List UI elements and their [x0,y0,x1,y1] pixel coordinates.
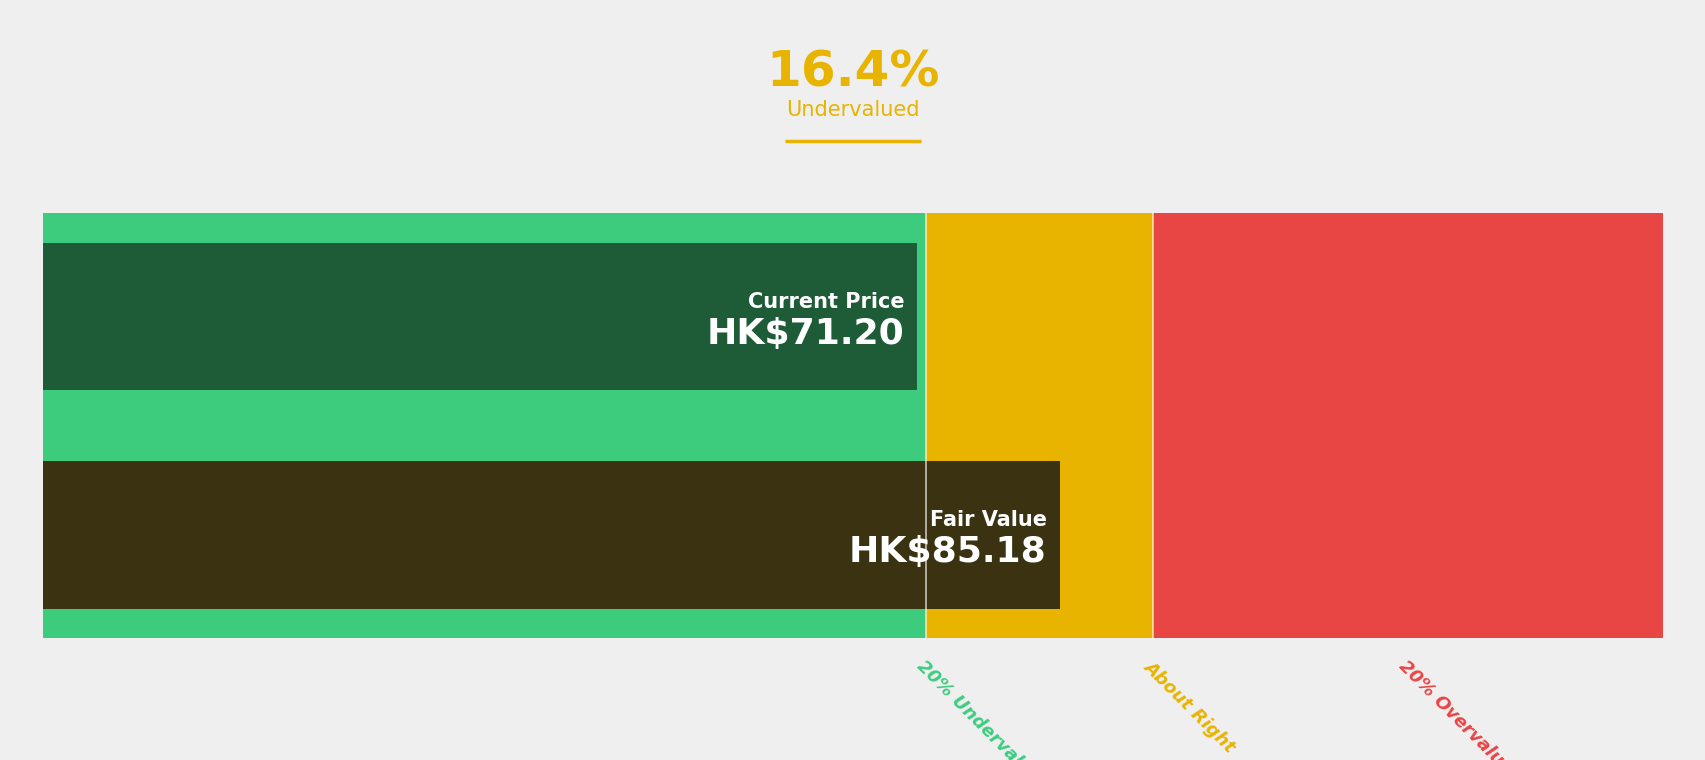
Bar [43,242,917,391]
Text: HK$71.20: HK$71.20 [706,317,904,351]
Bar [926,213,1153,638]
Text: Fair Value: Fair Value [929,510,1047,530]
Bar [43,461,1061,609]
Text: 20% Undervalued: 20% Undervalued [912,657,1052,760]
Text: Current Price: Current Price [747,292,904,312]
Text: 16.4%: 16.4% [766,48,939,97]
Text: HK$85.18: HK$85.18 [849,535,1047,569]
Bar [1153,213,1662,638]
Text: About Right: About Right [1139,657,1238,756]
Text: Undervalued: Undervalued [786,100,919,120]
Bar [43,213,926,638]
Text: 20% Overvalued: 20% Overvalued [1395,657,1524,760]
